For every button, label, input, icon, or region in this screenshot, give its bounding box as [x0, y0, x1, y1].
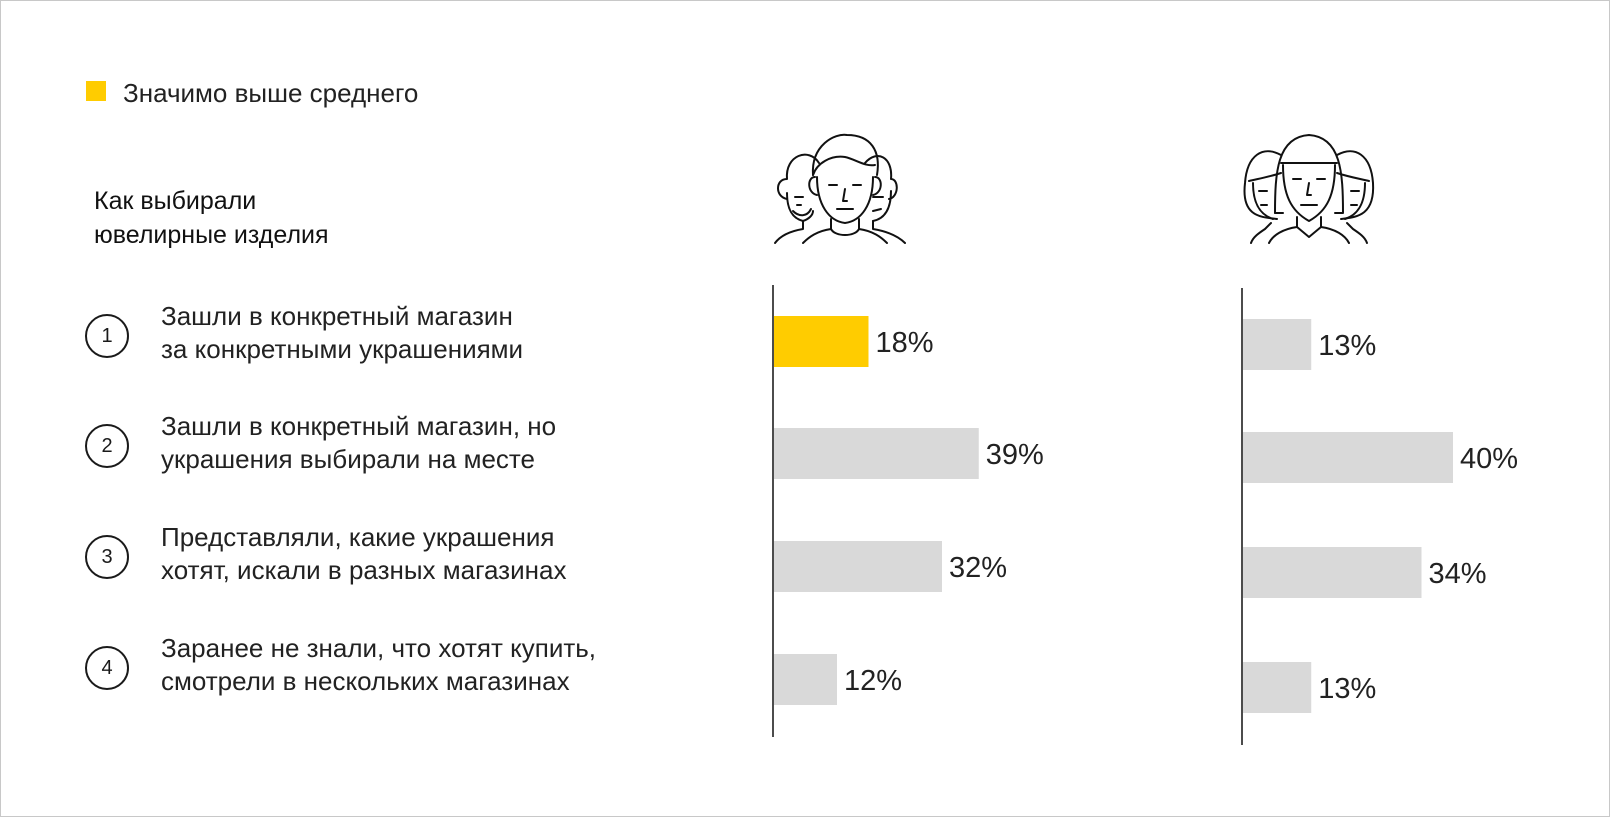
bar-1-1	[774, 316, 869, 367]
bar-2-3	[1243, 547, 1422, 598]
bar-1-2	[774, 428, 979, 479]
bar-value-label: 13%	[1318, 673, 1376, 705]
row-label-line2: смотрели в нескольких магазинах	[161, 666, 570, 696]
row-label: Зашли в конкретный магазин, но украшения…	[161, 410, 556, 476]
legend-label: Значимо выше среднего	[123, 78, 419, 108]
row-label: Зашли в конкретный магазин за конкретным…	[161, 300, 523, 366]
bar-value-label: 39%	[986, 439, 1044, 471]
row-number-badge: 2	[85, 424, 129, 468]
bar-value-label: 12%	[844, 665, 902, 697]
row-number-badge: 3	[85, 535, 129, 579]
row-number-badge: 1	[85, 314, 129, 358]
question-title-line2: ювелирные изделия	[94, 221, 329, 249]
row-label-line2: за конкретными украшениями	[161, 334, 524, 364]
men-group-icon	[774, 133, 906, 244]
bar-1-4	[774, 654, 837, 705]
row-label-line2: хотят, искали в разных магазинах	[161, 555, 567, 585]
row-label: Заранее не знали, что хотят купить, смот…	[161, 632, 596, 698]
row-label-line1: Зашли в конкретный магазин	[161, 301, 513, 331]
row-label-line1: Зашли в конкретный магазин, но	[161, 411, 557, 441]
bar-value-label: 13%	[1318, 330, 1376, 362]
bar-2-4	[1243, 662, 1312, 713]
row-label: Представляли, какие украшения хотят, иск…	[161, 521, 566, 587]
bar-2-2	[1243, 432, 1453, 483]
row-label-line1: Представляли, какие украшения	[161, 522, 555, 552]
question-title-line1: Как выбирали	[94, 187, 257, 215]
row-number-badge: 4	[85, 646, 129, 690]
women-group-icon	[1243, 134, 1375, 244]
question-title: Как выбирали ювелирные изделия	[94, 184, 329, 252]
bar-value-label: 18%	[876, 327, 934, 359]
bar-value-label: 32%	[949, 552, 1007, 584]
row-label-line1: Заранее не знали, что хотят купить,	[161, 633, 597, 663]
bar-1-3	[774, 541, 942, 592]
bar-value-label: 34%	[1429, 558, 1487, 590]
row-label-line2: украшения выбирали на месте	[161, 444, 536, 474]
legend-swatch	[86, 81, 106, 101]
bar-2-1	[1243, 319, 1312, 370]
bar-value-label: 40%	[1460, 443, 1518, 475]
